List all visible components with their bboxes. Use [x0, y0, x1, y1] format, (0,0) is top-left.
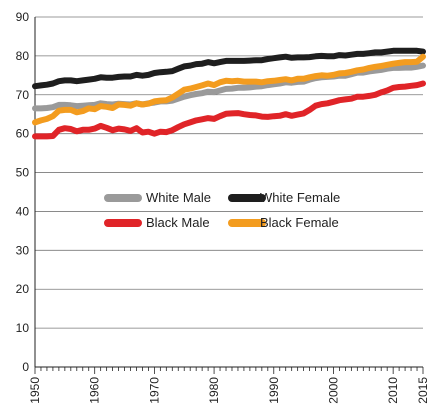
x-tick-label-1960: 1960: [88, 377, 102, 404]
y-tick-label-0: 0: [22, 360, 29, 374]
y-tick-label-30: 30: [16, 243, 30, 257]
x-tick-label-1970: 1970: [147, 377, 161, 404]
y-tick-label-60: 60: [16, 127, 30, 141]
y-tick-label-80: 80: [16, 49, 30, 63]
legend-item-black-male: Black Male: [104, 215, 210, 230]
legend-item-white-female: White Female: [228, 190, 340, 205]
x-tick-label-2010: 2010: [386, 377, 400, 404]
legend-item-white-male: White Male: [104, 190, 211, 205]
legend: White Male White Female Black Male Black…: [104, 190, 340, 230]
grid-layer: [35, 16, 423, 329]
x-tick-label-1950: 1950: [28, 377, 42, 404]
y-tick-label-10: 10: [16, 321, 30, 335]
y-tick-label-20: 20: [16, 282, 30, 296]
legend-label-white-female: White Female: [260, 190, 340, 205]
legend-label-black-male: Black Male: [146, 215, 210, 230]
x-tick-label-2015: 2015: [416, 377, 430, 404]
x-tick-label-2000: 2000: [326, 377, 340, 404]
legend-label-white-male: White Male: [146, 190, 211, 205]
legend-label-black-female: Black Female: [260, 215, 339, 230]
series-line-white-female: [32, 47, 426, 90]
y-tick-label-50: 50: [16, 166, 30, 180]
series-line-black-female: [32, 53, 426, 126]
series-layer: [32, 47, 426, 140]
legend-item-black-female: Black Female: [228, 215, 339, 230]
y-tick-label-70: 70: [16, 88, 30, 102]
y-tick-label-40: 40: [16, 204, 30, 218]
y-tick-label-90: 90: [16, 10, 30, 24]
series-line-black-male: [32, 80, 426, 140]
axis-layer: 0 10 20 30 40 50 60 70 80 90 1950 1960 1970 1980 1990 2…: [16, 10, 430, 404]
x-tick-label-1980: 1980: [207, 377, 221, 404]
x-tick-label-1990: 1990: [267, 377, 281, 404]
